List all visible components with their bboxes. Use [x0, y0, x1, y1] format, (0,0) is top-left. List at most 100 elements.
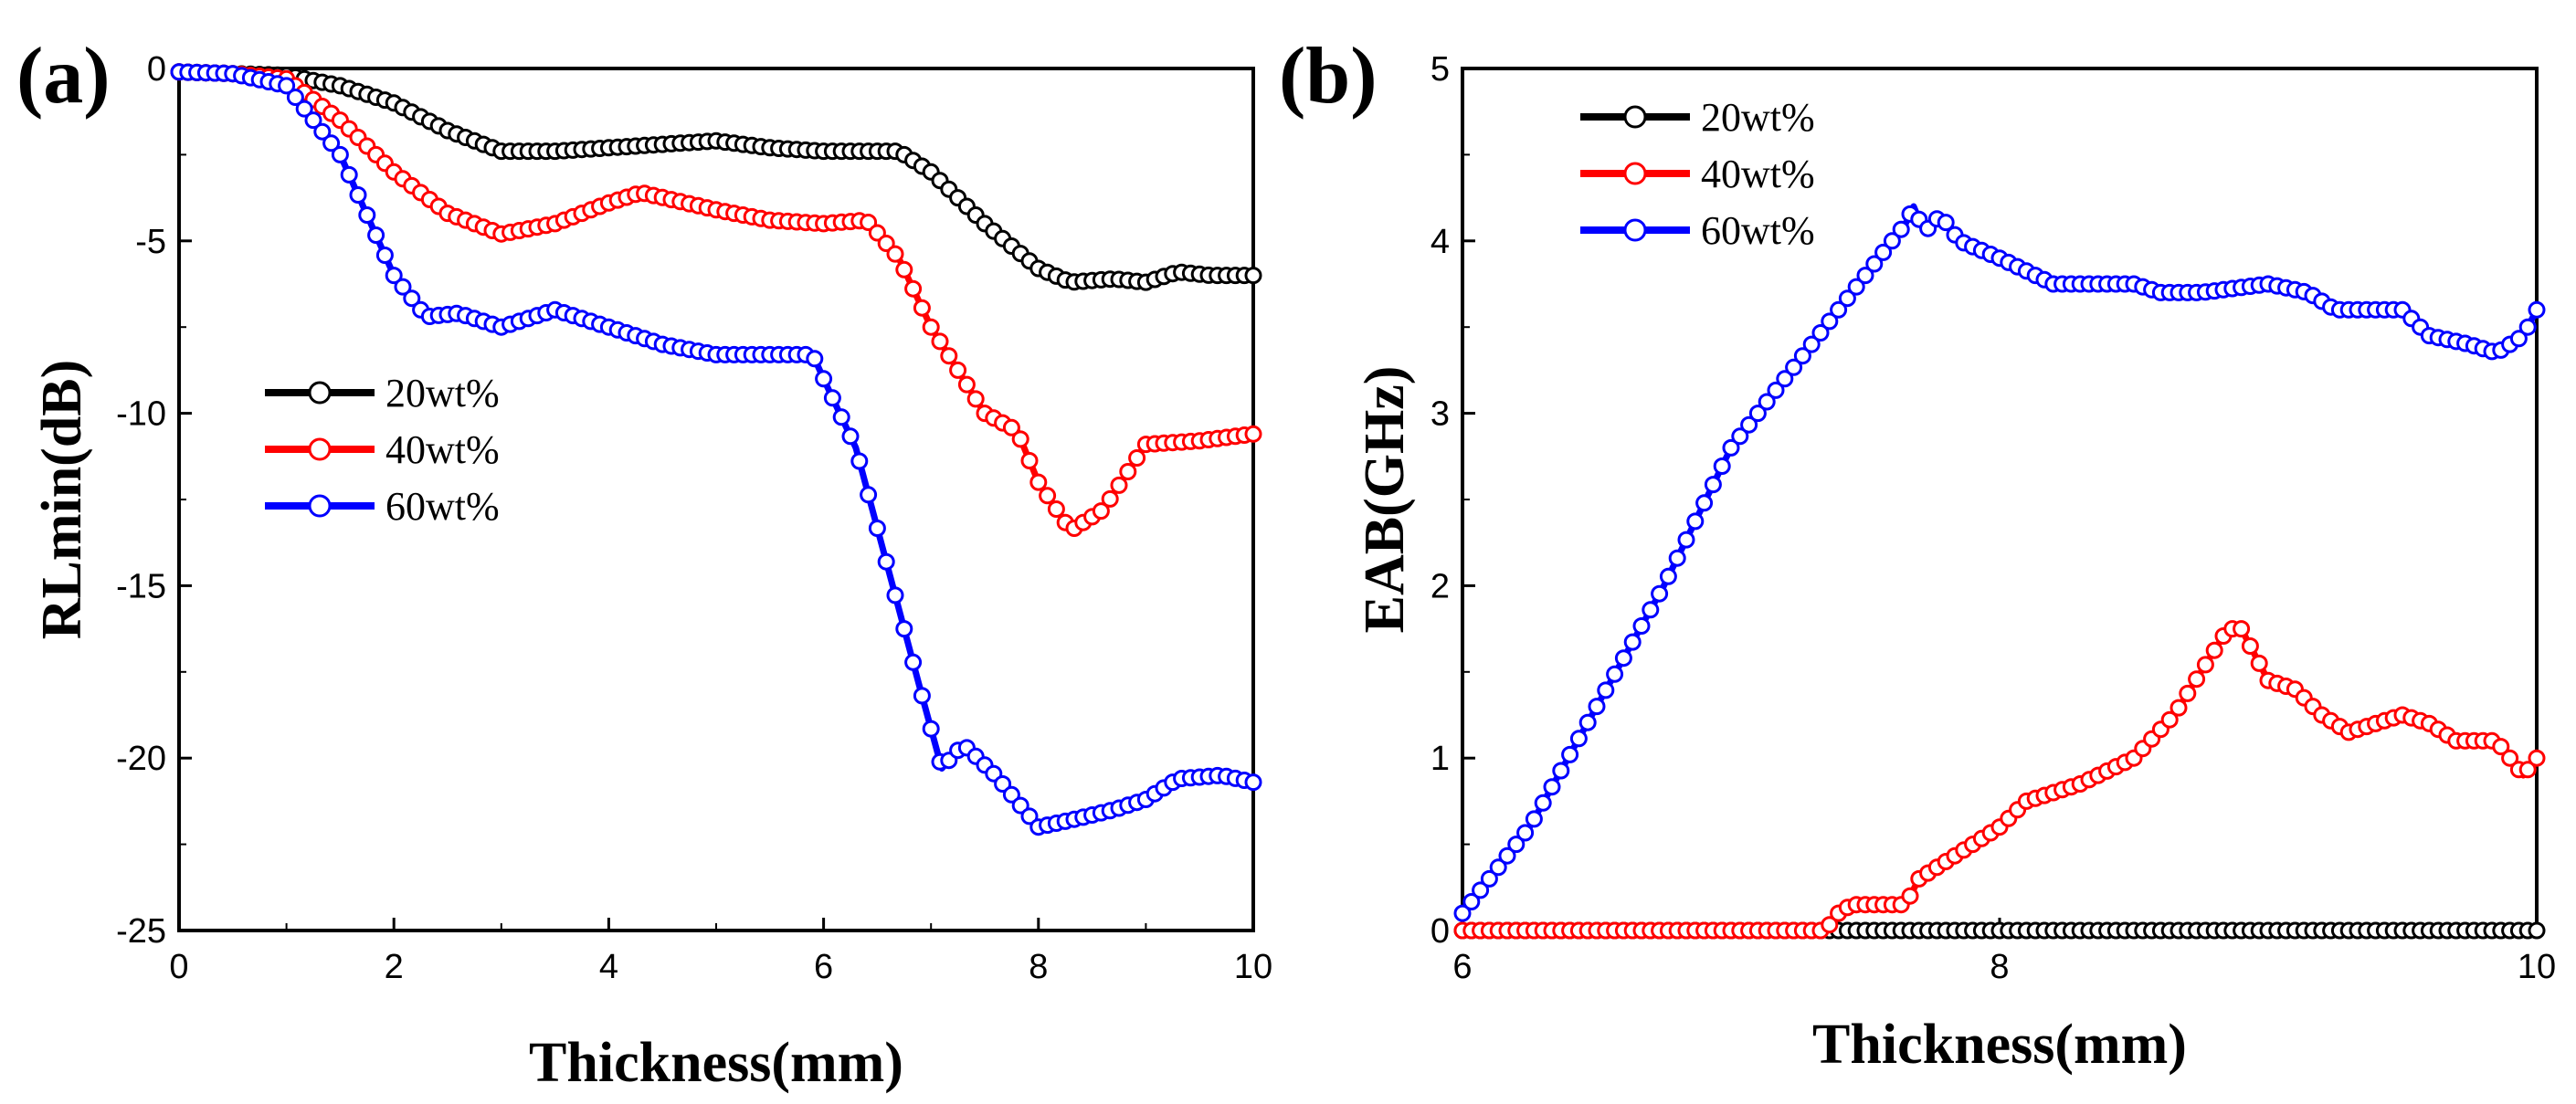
legend-label: 40wt% — [1701, 152, 1815, 196]
data-point — [1901, 887, 1919, 905]
data-point — [1119, 463, 1137, 480]
data-point — [1569, 730, 1588, 748]
x-tick-label: 0 — [169, 948, 188, 986]
data-point — [385, 267, 403, 285]
panel-b-label: (b) — [1279, 32, 1378, 121]
legend-label: 20wt% — [385, 371, 500, 415]
series-40wt% — [1453, 620, 2546, 940]
data-point — [1883, 232, 1901, 250]
data-point — [1642, 601, 1660, 619]
data-point — [304, 111, 322, 130]
data-point — [349, 186, 367, 204]
data-point — [322, 134, 341, 152]
data-point — [1552, 762, 1570, 780]
panel-a-series — [170, 63, 1262, 836]
data-point — [2518, 761, 2537, 779]
legend-item: 20wt% — [265, 371, 500, 415]
panel-a: (a) 0 2 4 6 8 10 0 -5 -10 -15 -20 -25 Thickness(mm)… — [16, 32, 1272, 1094]
data-point — [1525, 810, 1543, 828]
data-point — [1489, 858, 1507, 877]
data-point — [877, 552, 895, 571]
data-point — [1632, 617, 1651, 635]
data-point — [1865, 255, 1884, 273]
legend-swatch-marker — [308, 381, 332, 405]
y-tick-label: 1 — [1431, 740, 1450, 778]
data-point — [1802, 335, 1821, 353]
data-point — [886, 245, 904, 263]
y-tick-label: 3 — [1431, 395, 1450, 434]
data-point — [904, 279, 923, 298]
data-point — [2233, 620, 2251, 638]
data-point — [2509, 330, 2528, 348]
x-tick-label: 8 — [1029, 948, 1048, 986]
data-point — [1811, 324, 1830, 342]
data-point — [1020, 452, 1039, 469]
data-point — [1651, 584, 1669, 603]
y-tick-label: 2 — [1431, 567, 1450, 605]
data-point — [286, 89, 304, 106]
panel-b-series — [1453, 203, 2546, 940]
x-tick-label: 8 — [1990, 948, 2009, 986]
panel-b: (b) 6 8 10 0 1 2 3 4 5 Thickness(mm) EAB(GHz) 20… — [1279, 32, 2556, 1076]
data-point — [1561, 745, 1579, 763]
data-point — [2492, 738, 2510, 756]
data-point — [1785, 358, 1803, 376]
panel-a-plot-frame — [177, 67, 1255, 932]
data-point — [949, 361, 967, 379]
y-tick-label: 0 — [147, 50, 166, 89]
data-point — [1453, 904, 1472, 922]
panel-b-ticks: 6 8 10 0 1 2 3 4 5 — [1431, 50, 2556, 986]
data-point — [1767, 381, 1785, 399]
y-tick-label: 4 — [1431, 223, 1450, 261]
legend-item: 40wt% — [1580, 152, 1815, 196]
y-tick-label: -15 — [116, 567, 166, 605]
data-point — [1740, 415, 1758, 434]
data-point — [913, 299, 931, 317]
data-point — [1002, 785, 1020, 804]
data-point — [2528, 300, 2546, 319]
data-point — [1704, 476, 1722, 494]
data-point — [922, 318, 940, 336]
series-line — [178, 68, 1253, 286]
data-point — [278, 77, 296, 95]
panel-b-legend: 20wt% 40wt% 60wt% — [1580, 95, 1815, 253]
data-point — [394, 278, 412, 296]
data-point — [1838, 289, 1856, 308]
legend-label: 60wt% — [385, 484, 500, 529]
data-point — [1002, 418, 1020, 436]
data-point — [1092, 502, 1110, 520]
data-point — [1472, 881, 1490, 899]
legend-item: 60wt% — [265, 484, 500, 529]
data-point — [815, 370, 833, 388]
data-point — [1543, 778, 1561, 796]
legend-label: 40wt% — [385, 427, 500, 472]
data-point — [1462, 893, 1481, 910]
legend-item: 20wt% — [1580, 95, 1815, 140]
data-point — [1047, 500, 1065, 518]
data-point — [1668, 549, 1686, 567]
y-tick-label: -25 — [116, 912, 166, 951]
data-point — [331, 145, 349, 163]
data-point — [2528, 921, 2546, 940]
data-point — [313, 122, 332, 141]
data-point — [403, 289, 421, 308]
data-point — [1244, 773, 1262, 792]
series-60wt% — [1453, 203, 2546, 922]
data-point — [1847, 278, 1865, 296]
data-point — [940, 347, 958, 365]
x-tick-label: 4 — [599, 948, 618, 986]
legend-swatch-marker — [308, 494, 332, 518]
data-point — [1758, 393, 1776, 411]
data-point — [1686, 512, 1705, 531]
data-point — [1659, 567, 1677, 585]
data-point — [295, 100, 313, 118]
data-point — [2179, 684, 2197, 702]
data-point — [913, 687, 931, 705]
x-tick-label: 10 — [2518, 948, 2556, 986]
data-point — [1856, 267, 1874, 285]
data-point — [1614, 649, 1632, 668]
series-line — [1462, 626, 2539, 934]
data-point — [1578, 713, 1597, 731]
data-point — [1020, 807, 1039, 825]
